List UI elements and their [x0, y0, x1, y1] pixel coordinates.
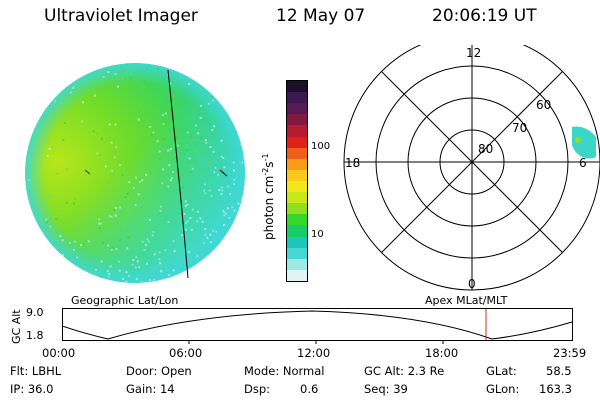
geographic-label: Geographic Lat/Lon: [71, 294, 179, 307]
mode-info: Mode: Normal: [244, 364, 325, 378]
colorbar-segment: [287, 125, 307, 137]
aurora-patch: [572, 126, 596, 159]
colorbar-segment: [287, 181, 307, 193]
apex-label: Apex MLat/MLT: [425, 294, 508, 307]
colorbar-tick-10: 10: [311, 229, 324, 240]
colorbar-segment: [287, 158, 307, 170]
colorbar-segment: [287, 136, 307, 148]
y-tick-9: 9.0: [26, 306, 44, 319]
earth-disk-image: [25, 63, 245, 283]
x-tick-0600: 06:00: [169, 346, 203, 360]
y-tick-1-8: 1.8: [26, 329, 44, 342]
colorbar: [286, 80, 308, 282]
orbit-altitude-plot: [62, 308, 573, 344]
glat-label: GLat:: [486, 364, 517, 378]
gain-info: Gain: 14: [126, 382, 175, 396]
mlt-label-6: 6: [579, 156, 587, 170]
colorbar-segment: [287, 269, 307, 281]
colorbar-segment: [287, 169, 307, 182]
lat-label-70: 70: [512, 121, 528, 135]
colorbar-tick-100: 100: [311, 141, 331, 152]
glon-label: GLon:: [486, 382, 520, 396]
colorbar-segment: [287, 81, 307, 93]
mlt-label-0: 0: [468, 277, 476, 291]
x-tick-1800: 18:00: [425, 346, 459, 360]
ip-info: IP: 36.0: [10, 382, 54, 396]
dsp-value: 0.6: [300, 382, 319, 396]
colorbar-segment: [287, 192, 307, 204]
colorbar-segment: [287, 203, 307, 215]
observation-date: 12 May 07: [276, 6, 366, 26]
lat-label-60: 60: [536, 98, 552, 112]
polar-mlt-plot: [343, 45, 600, 291]
mlt-label-18: 18: [345, 156, 361, 170]
gc-alt-axis-label: GC Alt: [10, 309, 23, 344]
colorbar-segment: [287, 147, 307, 159]
x-tick-2359: 23:59: [553, 346, 587, 360]
glat-value: 58.5: [546, 364, 572, 378]
seq-info: Seq: 39: [364, 382, 408, 396]
gc-alt-info: GC Alt: 2.3 Re: [364, 364, 445, 378]
colorbar-segment: [287, 236, 307, 248]
x-tick-1200: 12:00: [297, 346, 331, 360]
colorbar-segment: [287, 103, 307, 115]
glon-value: 163.3: [539, 382, 572, 396]
instrument-title: Ultraviolet Imager: [44, 6, 198, 26]
observation-time: 20:06:19 UT: [432, 6, 537, 26]
lat-label-80: 80: [478, 142, 494, 156]
colorbar-segment: [287, 114, 307, 126]
colorbar-segment: [287, 258, 307, 270]
dsp-label: Dsp:: [244, 382, 271, 396]
colorbar-segment: [287, 214, 307, 226]
colorbar-segment: [287, 247, 307, 259]
colorbar-segment: [287, 92, 307, 104]
door-info: Door: Open: [126, 364, 192, 378]
x-tick-0000: 00:00: [42, 346, 76, 360]
mlt-label-12: 12: [466, 46, 482, 60]
filter-info: Flt: LBHL: [10, 364, 62, 378]
colorbar-unit-label: photon cm-2s-1: [261, 153, 276, 240]
colorbar-segment: [287, 225, 307, 237]
